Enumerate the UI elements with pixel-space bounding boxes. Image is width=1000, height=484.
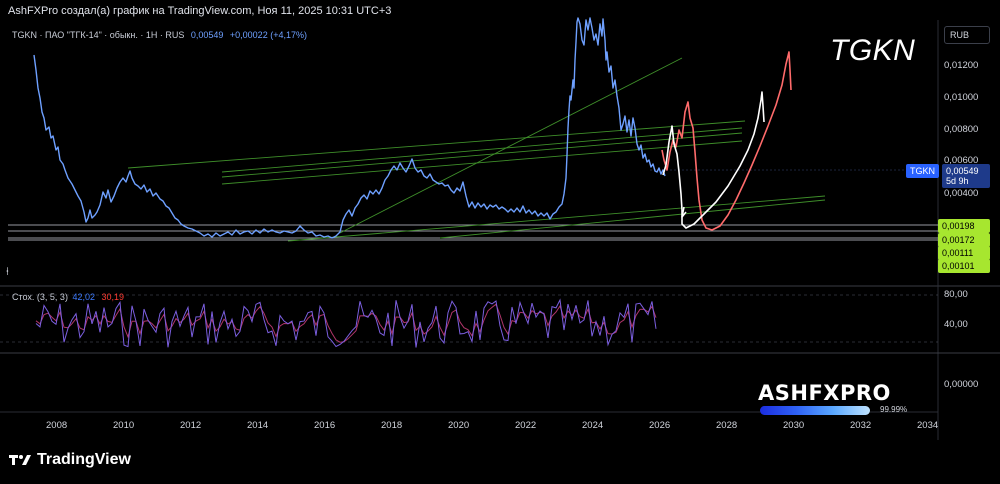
- price-axis-label: 0,01000: [944, 92, 979, 103]
- stoch-k-line[interactable]: [35, 298, 657, 348]
- oscillator-name: Стох. (3, 5, 3): [12, 292, 68, 302]
- stoch-d-line[interactable]: [35, 303, 657, 343]
- projection-white[interactable]: [662, 91, 765, 229]
- level-badge: 0,00172: [938, 233, 990, 247]
- price-series-line[interactable]: [33, 17, 666, 239]
- level-badge: 0,00101: [938, 259, 990, 273]
- symbol-change: +0,00022 (+4,17%): [229, 30, 307, 40]
- oscillator-legend[interactable]: Стох. (3, 5, 3) 42,02 30,19: [12, 292, 124, 302]
- time-axis-label: 2028: [716, 420, 738, 431]
- projection-red[interactable]: [661, 51, 792, 231]
- time-axis-label: 2018: [381, 420, 403, 431]
- price-axis-label: 0,01200: [944, 60, 979, 71]
- trend-lines[interactable]: [127, 57, 826, 242]
- symbol-description: TGKN · ПАО "ТГК-14" · обыкн. · 1Н · RUS: [12, 30, 185, 40]
- tradingview-wordmark: TradingView: [37, 451, 131, 468]
- time-axis-label: 2032: [850, 420, 872, 431]
- time-axis-label: 2008: [46, 420, 68, 431]
- stoch-k-value: 42,02: [72, 292, 95, 302]
- time-axis-label: 2010: [113, 420, 135, 431]
- time-axis-label: 2026: [649, 420, 671, 431]
- last-price-badge: 0,00549 5d 9h: [942, 164, 990, 188]
- bar-countdown: 5d 9h: [946, 176, 969, 186]
- brand-name: ASHFXPRO: [758, 381, 891, 405]
- tradingview-logo[interactable]: TradingView: [9, 451, 131, 469]
- brand-progress-bar: [760, 406, 870, 415]
- time-axis-label: 2022: [515, 420, 537, 431]
- oscillator-axis-label: 0,00000: [944, 379, 979, 390]
- level-badge: 0,00111: [938, 246, 990, 260]
- stoch-d-value: 30,19: [101, 292, 125, 302]
- symbol-price: 0,00549: [190, 30, 224, 40]
- ticker-watermark: TGKN: [830, 34, 916, 67]
- time-axis-label: 2030: [783, 420, 805, 431]
- ticker-price-tag: TGKN: [906, 164, 940, 178]
- support-levels[interactable]: [8, 224, 938, 241]
- time-axis-label: 2020: [448, 420, 470, 431]
- price-axis-label: 0,00800: [944, 124, 979, 135]
- chart-caption: AshFXPro создал(а) график на TradingView…: [8, 5, 392, 17]
- time-axis-label: 2016: [314, 420, 336, 431]
- brand-progress-label: 99.99%: [880, 405, 908, 414]
- drawing-handle-icon[interactable]: ⍿: [6, 266, 9, 278]
- time-axis-label: 2034: [917, 420, 938, 431]
- time-axis-label: 2014: [247, 420, 269, 431]
- price-axis-label: 0,00400: [944, 188, 979, 199]
- last-price-value: 0,00549: [946, 166, 979, 176]
- tradingview-logo-icon: [9, 455, 31, 465]
- symbol-legend[interactable]: TGKN · ПАО "ТГК-14" · обыкн. · 1Н · RUS …: [12, 30, 307, 40]
- time-axis-label: 2012: [180, 420, 202, 431]
- price-axis-label: 0,00600: [944, 155, 979, 166]
- time-axis-label: 2024: [582, 420, 604, 431]
- level-badge: 0,00198: [938, 219, 990, 233]
- oscillator-axis-label: 40,00: [944, 319, 968, 330]
- currency-selector[interactable]: RUB: [944, 26, 990, 44]
- oscillator-axis-label: 80,00: [944, 289, 968, 300]
